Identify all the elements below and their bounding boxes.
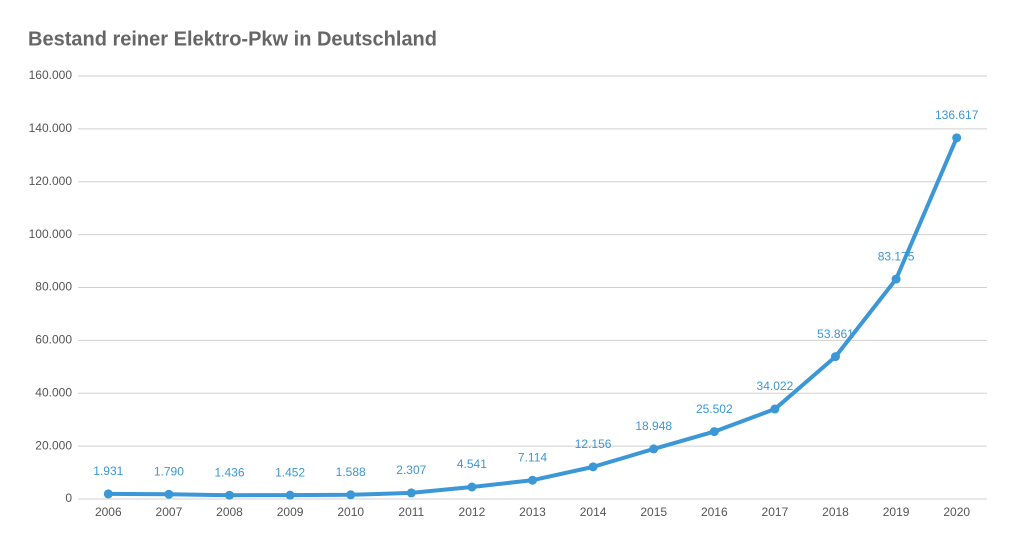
x-tick-label: 2006 (95, 505, 122, 519)
data-label: 4.541 (457, 457, 487, 471)
y-tick-label: 100.000 (29, 227, 73, 241)
x-tick-label: 2009 (277, 505, 304, 519)
data-point (225, 490, 234, 500)
x-tick-label: 2020 (943, 505, 970, 519)
data-point (164, 489, 174, 499)
data-point (285, 490, 295, 500)
x-tick-label: 2012 (459, 505, 486, 519)
chart-title: Bestand reiner Elektro-Pkw in Deutschlan… (28, 28, 437, 50)
y-tick-label: 20.000 (35, 438, 72, 452)
x-tick-label: 2008 (216, 505, 243, 519)
x-tick-label: 2019 (883, 505, 910, 519)
data-label: 136.617 (935, 108, 979, 122)
data-label: 1.790 (154, 464, 184, 478)
data-label: 7.114 (518, 450, 547, 464)
x-tick-label: 2010 (337, 505, 364, 519)
data-label: 1.436 (214, 465, 244, 479)
x-tick-label: 2016 (701, 505, 728, 519)
data-point (528, 475, 537, 485)
x-tick-label: 2007 (156, 505, 183, 519)
y-tick-label: 40.000 (35, 385, 72, 399)
y-tick-label: 120.000 (29, 174, 73, 188)
y-tick-label: 0 (65, 491, 72, 505)
data-point (103, 489, 113, 499)
y-tick-label: 80.000 (35, 280, 72, 294)
data-label: 83.175 (878, 249, 915, 263)
data-label: 12.156 (575, 437, 612, 451)
x-tick-label: 2011 (398, 505, 424, 519)
data-point (346, 490, 356, 500)
y-tick-label: 60.000 (35, 333, 72, 347)
data-label: 34.022 (757, 379, 794, 393)
data-point (709, 427, 719, 437)
data-label: 1.588 (336, 465, 366, 479)
data-point (831, 352, 840, 362)
data-point (406, 488, 416, 498)
data-label: 1.452 (275, 465, 305, 479)
x-tick-label: 2013 (519, 505, 546, 519)
data-point (467, 482, 477, 492)
data-label: 25.502 (696, 402, 733, 416)
x-tick-label: 2015 (640, 505, 667, 519)
data-label: 53.861 (817, 327, 854, 341)
y-tick-label: 160.000 (29, 68, 73, 82)
y-tick-label: 140.000 (29, 121, 73, 135)
x-tick-label: 2018 (822, 505, 849, 519)
data-point (891, 274, 901, 284)
x-tick-label: 2014 (580, 505, 607, 519)
data-point (649, 444, 659, 454)
data-point (588, 462, 598, 472)
data-point (952, 133, 962, 143)
data-label: 18.948 (635, 419, 672, 433)
data-label: 2.307 (396, 463, 426, 477)
data-label: 1.931 (93, 464, 123, 478)
x-tick-label: 2017 (762, 505, 789, 519)
data-point (770, 404, 780, 414)
